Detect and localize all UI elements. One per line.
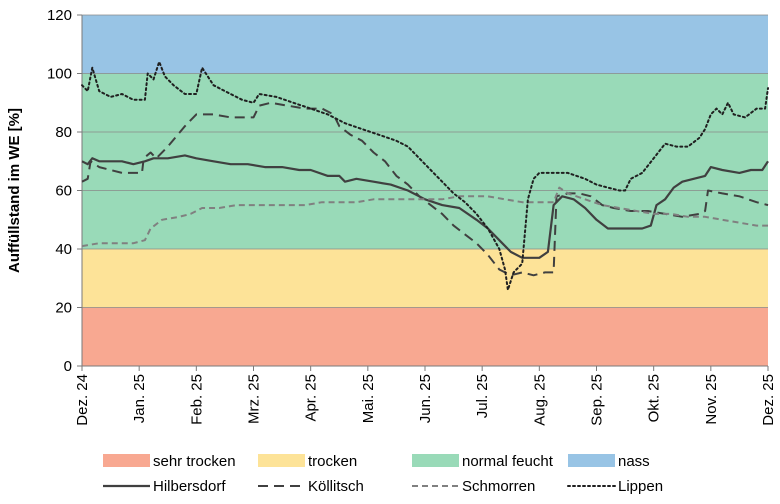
x-tick-label: Dez. 24: [74, 374, 91, 426]
legend-label: Schmorren: [462, 478, 535, 495]
x-tick-label: Aug. 25: [531, 374, 548, 426]
legend-label: trocken: [308, 453, 357, 470]
legend: sehr trocken trocken normal feucht nass Hilb…: [103, 453, 663, 495]
band-sehr-trocken: [82, 307, 768, 366]
y-tick-label: 100: [47, 66, 72, 83]
legend-label: Lippen: [618, 478, 663, 495]
x-tick-label: Mrz. 25: [246, 374, 263, 424]
axes: [77, 14, 769, 371]
gridlines: [82, 14, 768, 308]
y-tick-labels: 0 20 40 60 80 100 120: [47, 7, 72, 375]
legend-label: Hilbersdorf: [153, 478, 226, 495]
series-line-schmorren: [81, 186, 768, 248]
legend-swatch-sehr-trocken: [103, 454, 150, 467]
x-tick-labels: Dez. 24 Jan. 25 Feb. 25 Mrz. 25 Apr. 25 Mai. …: [74, 374, 777, 426]
x-tick-label: Nov. 25: [703, 374, 720, 425]
series-line-hilbersdorf: [81, 154, 769, 259]
band-nass: [82, 15, 768, 74]
x-tick-label: Jan. 25: [131, 374, 148, 423]
legend-label: nass: [618, 453, 650, 470]
series-line-köllitsch: [81, 101, 769, 277]
y-tick-label: 20: [55, 300, 72, 317]
y-axis-label: Auffüllstand im WE [%]: [6, 108, 23, 273]
x-tick-label: Jun. 25: [417, 374, 434, 423]
legend-swatch-normal-feucht: [412, 454, 459, 467]
y-tick-label: 0: [64, 358, 72, 375]
y-tick-label: 40: [55, 241, 72, 258]
legend-swatch-trocken: [258, 454, 305, 467]
x-tick-label: Feb. 25: [188, 374, 205, 425]
legend-label: sehr trocken: [153, 453, 236, 470]
x-tick-label: Jul. 25: [474, 374, 491, 418]
legend-swatch-nass: [568, 454, 615, 467]
series-line-lippen: [81, 60, 769, 291]
band-trocken: [82, 249, 768, 308]
x-tick-label: Mai. 25: [360, 374, 377, 423]
x-tick-label: Okt. 25: [646, 374, 663, 422]
y-tick-label: 80: [55, 124, 72, 141]
x-tick-label: Dez. 25: [760, 374, 777, 426]
background-bands: [82, 15, 768, 366]
series-lines: [81, 60, 769, 291]
legend-label: Köllitsch: [308, 478, 364, 495]
x-tick-label: Sep. 25: [589, 374, 606, 426]
band-normal-feucht: [82, 73, 768, 249]
y-tick-label: 60: [55, 183, 72, 200]
legend-label: normal feucht: [462, 453, 554, 470]
x-tick-label: Apr. 25: [303, 374, 320, 422]
y-tick-label: 120: [47, 7, 72, 24]
